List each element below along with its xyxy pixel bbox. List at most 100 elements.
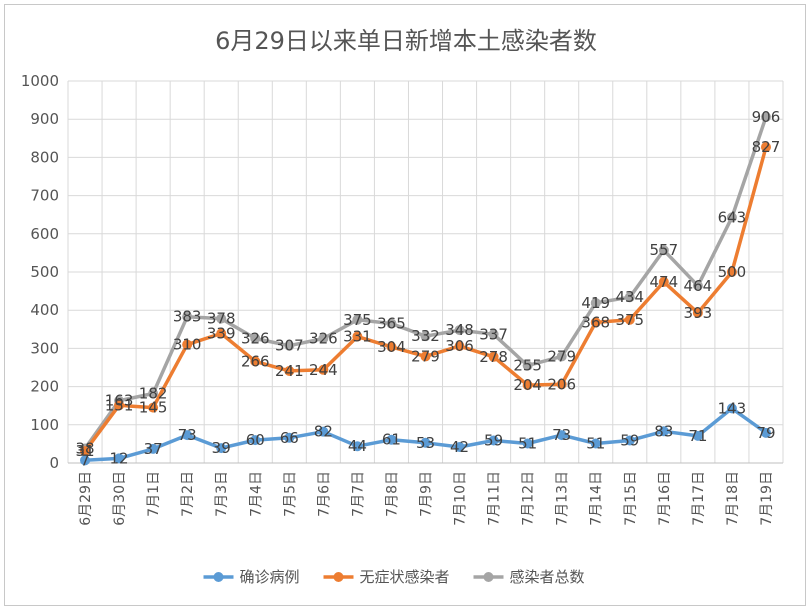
data-label: 59 bbox=[484, 431, 503, 449]
data-point bbox=[522, 380, 533, 391]
data-label: 163 bbox=[105, 392, 134, 410]
x-tick-label: 6月29日 bbox=[78, 471, 94, 526]
x-tick-label: 7月17日 bbox=[691, 471, 707, 526]
legend-label: 无症状感染者 bbox=[360, 568, 450, 586]
data-point bbox=[182, 339, 193, 350]
data-label: 279 bbox=[411, 347, 440, 365]
data-point bbox=[386, 341, 397, 352]
data-label: 557 bbox=[650, 241, 679, 259]
data-label: 331 bbox=[343, 328, 372, 346]
data-point bbox=[352, 314, 363, 325]
data-point bbox=[318, 364, 329, 375]
data-point bbox=[284, 365, 295, 376]
data-label: 304 bbox=[377, 338, 406, 356]
data-point bbox=[216, 328, 227, 339]
data-label: 39 bbox=[212, 439, 231, 457]
data-point bbox=[114, 400, 125, 411]
data-point bbox=[590, 297, 601, 308]
data-point bbox=[692, 280, 703, 291]
data-label: 244 bbox=[309, 361, 338, 379]
x-tick-label: 7月12日 bbox=[521, 471, 537, 526]
data-label: 500 bbox=[718, 263, 747, 281]
data-label: 279 bbox=[547, 347, 576, 365]
data-label: 464 bbox=[684, 277, 713, 295]
data-point bbox=[386, 434, 397, 445]
data-point bbox=[318, 426, 329, 437]
data-point bbox=[182, 430, 193, 441]
data-label: 71 bbox=[688, 427, 707, 445]
data-label: 434 bbox=[615, 288, 644, 306]
data-label: 60 bbox=[246, 431, 265, 449]
x-tick-label: 7月14日 bbox=[589, 471, 605, 526]
data-label: 145 bbox=[139, 399, 168, 417]
data-label: 79 bbox=[756, 424, 775, 442]
data-label: 73 bbox=[178, 426, 197, 444]
data-point bbox=[454, 341, 465, 352]
y-tick-label: 700 bbox=[30, 187, 59, 205]
data-point bbox=[556, 351, 567, 362]
data-point bbox=[148, 402, 159, 413]
data-label: 143 bbox=[718, 399, 747, 417]
data-label: 906 bbox=[752, 108, 781, 126]
data-point bbox=[658, 426, 669, 437]
data-label: 332 bbox=[411, 327, 440, 345]
data-point bbox=[318, 333, 329, 344]
data-point bbox=[114, 453, 125, 464]
data-label: 643 bbox=[718, 208, 747, 226]
x-tick-label: 7月1日 bbox=[146, 471, 162, 517]
data-label: 378 bbox=[207, 310, 236, 328]
data-point bbox=[284, 432, 295, 443]
data-point bbox=[522, 438, 533, 449]
data-point bbox=[250, 356, 261, 367]
legend-swatch-marker bbox=[333, 572, 344, 582]
legend-item: 感染者总数 bbox=[473, 568, 585, 586]
data-point bbox=[658, 245, 669, 256]
y-tick-label: 600 bbox=[30, 225, 59, 243]
data-label: 365 bbox=[377, 315, 406, 333]
data-label: 337 bbox=[479, 325, 508, 343]
data-label: 59 bbox=[620, 431, 639, 449]
data-label: 53 bbox=[416, 434, 435, 452]
x-tick-label: 7月19日 bbox=[759, 471, 775, 526]
data-label: 419 bbox=[581, 294, 610, 312]
data-point bbox=[726, 212, 737, 223]
data-label: 393 bbox=[684, 304, 713, 322]
data-point bbox=[624, 435, 635, 446]
y-tick-label: 200 bbox=[30, 378, 59, 396]
data-point bbox=[760, 111, 771, 122]
data-point bbox=[590, 438, 601, 449]
data-point bbox=[726, 267, 737, 277]
x-tick-label: 7月18日 bbox=[725, 471, 741, 526]
data-point bbox=[148, 443, 159, 454]
data-point bbox=[148, 388, 159, 399]
x-tick-label: 7月6日 bbox=[316, 471, 332, 517]
data-label: 310 bbox=[173, 336, 202, 354]
data-label: 278 bbox=[479, 348, 508, 366]
data-point bbox=[80, 446, 91, 457]
data-point bbox=[250, 333, 261, 344]
legend-item: 无症状感染者 bbox=[323, 568, 450, 586]
data-point bbox=[420, 351, 431, 362]
data-point bbox=[352, 441, 363, 452]
data-point bbox=[488, 435, 499, 446]
data-label: 73 bbox=[552, 426, 571, 444]
data-label: 339 bbox=[207, 325, 236, 343]
data-point bbox=[488, 351, 499, 362]
data-point bbox=[182, 311, 193, 322]
x-tick-label: 6月30日 bbox=[112, 471, 128, 526]
data-point bbox=[420, 331, 431, 342]
data-label: 241 bbox=[275, 362, 304, 380]
data-label: 368 bbox=[581, 313, 610, 331]
data-label: 38 bbox=[75, 439, 94, 457]
data-point bbox=[454, 325, 465, 336]
data-label: 44 bbox=[348, 437, 367, 455]
data-point bbox=[556, 379, 567, 390]
data-label: 51 bbox=[586, 435, 605, 453]
data-point bbox=[250, 435, 261, 446]
x-tick-label: 7月7日 bbox=[350, 471, 366, 517]
data-point bbox=[420, 437, 431, 448]
data-point bbox=[216, 313, 227, 324]
x-tick-label: 7月13日 bbox=[555, 471, 571, 526]
data-point bbox=[624, 314, 635, 325]
data-label: 31 bbox=[75, 442, 94, 460]
